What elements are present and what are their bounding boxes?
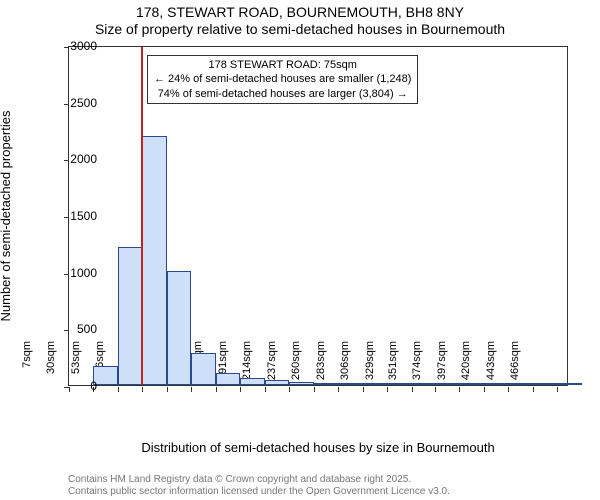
x-tick-mark	[484, 387, 485, 392]
histogram-bar	[557, 383, 581, 385]
footnote-line1: Contains HM Land Registry data © Crown c…	[68, 474, 450, 486]
histogram-bar	[191, 353, 215, 385]
x-tick-mark	[435, 387, 436, 392]
histogram-bar	[93, 366, 117, 385]
x-tick-mark	[314, 387, 315, 392]
histogram-bar	[484, 383, 508, 385]
x-tick-mark	[338, 387, 339, 392]
histogram-bar	[118, 247, 142, 385]
x-tick-label: 7sqm	[22, 341, 33, 391]
property-marker-line	[141, 47, 143, 385]
histogram-bar	[142, 136, 166, 385]
x-tick-mark	[557, 387, 558, 392]
histogram-bar	[338, 383, 362, 385]
y-tick-label: 0	[47, 380, 97, 392]
histogram-bar	[508, 383, 532, 385]
histogram-bar	[435, 383, 459, 385]
annotation-line2: ← 24% of semi-detached houses are smalle…	[154, 72, 411, 86]
annotation-box: 178 STEWART ROAD: 75sqm← 24% of semi-det…	[147, 55, 418, 104]
chart-container: 178, STEWART ROAD, BOURNEMOUTH, BH8 8NY …	[0, 0, 600, 500]
x-tick-mark	[118, 387, 119, 392]
histogram-bar	[265, 380, 289, 385]
y-tick-label: 2500	[47, 97, 97, 109]
y-tick-label: 500	[47, 323, 97, 335]
y-tick-label: 2000	[47, 153, 97, 165]
x-tick-mark	[363, 387, 364, 392]
histogram-bar	[167, 271, 191, 385]
histogram-bar	[363, 383, 387, 385]
histogram-bar	[533, 383, 557, 385]
histogram-bar	[240, 378, 264, 385]
footnote: Contains HM Land Registry data © Crown c…	[68, 474, 450, 498]
histogram-bar	[314, 383, 338, 385]
histogram-bar	[412, 383, 436, 385]
x-tick-mark	[216, 387, 217, 392]
x-axis-label: Distribution of semi-detached houses by …	[68, 440, 568, 455]
annotation-line3: 74% of semi-detached houses are larger (…	[154, 87, 411, 101]
y-tick-label: 1500	[47, 210, 97, 222]
x-tick-mark	[533, 387, 534, 392]
x-tick-mark	[265, 387, 266, 392]
y-tick-label: 3000	[47, 40, 97, 52]
footnote-line2: Contains public sector information licen…	[68, 486, 450, 498]
histogram-bar	[459, 383, 483, 385]
x-tick-mark	[167, 387, 168, 392]
histogram-bar	[289, 382, 313, 385]
chart-title-line2: Size of property relative to semi-detach…	[0, 21, 600, 39]
histogram-bar	[387, 383, 411, 385]
annotation-line1: 178 STEWART ROAD: 75sqm	[154, 58, 411, 72]
histogram-bar	[216, 373, 240, 385]
chart-title-line1: 178, STEWART ROAD, BOURNEMOUTH, BH8 8NY	[0, 0, 600, 21]
y-axis-label: Number of semi-detached properties	[0, 46, 18, 386]
plot-area: 7sqm30sqm53sqm76sqm99sqm122sqm145sqm168s…	[68, 46, 568, 386]
y-tick-label: 1000	[47, 267, 97, 279]
